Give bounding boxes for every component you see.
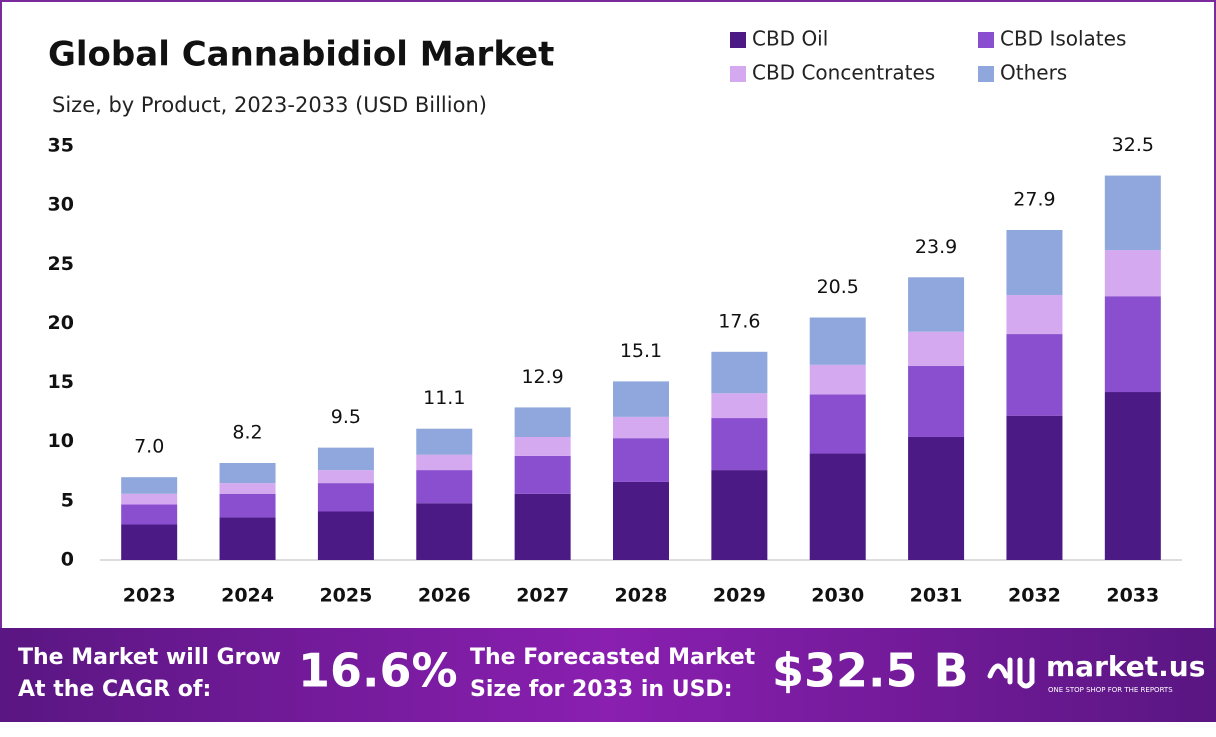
total-label: 32.5 (1112, 134, 1154, 156)
x-tick-label: 2023 (123, 585, 176, 607)
brand: market.us (1046, 650, 1205, 683)
y-tick-label: 10 (48, 430, 74, 452)
bar-segment (416, 428, 473, 455)
y-tick-label: 5 (61, 489, 74, 511)
legend-swatch (730, 66, 746, 82)
total-label: 8.2 (232, 422, 262, 444)
bar-segment (908, 277, 965, 332)
bar-segment (908, 331, 965, 367)
legend-swatch (978, 66, 994, 82)
brand-logo (987, 657, 1035, 689)
bar-segment (416, 470, 473, 504)
bar-segment (219, 493, 276, 518)
y-tick-label: 25 (48, 253, 74, 275)
total-label: 15.1 (620, 340, 662, 362)
bar-segment (1104, 296, 1161, 393)
y-tick-label: 0 (61, 549, 74, 571)
bar-segment (1006, 415, 1063, 560)
bar-segment (908, 366, 965, 437)
bar-segment (613, 438, 669, 482)
total-label: 11.1 (423, 387, 465, 409)
x-tick-label: 2025 (319, 585, 372, 607)
bar-segment (121, 504, 178, 525)
bar-segment (613, 481, 669, 560)
footer-band (0, 628, 1216, 722)
legend-label: Others (1000, 61, 1067, 85)
x-tick-label: 2031 (910, 585, 963, 607)
forecast-label: Size for 2033 in USD: (470, 677, 733, 702)
bar-segment (1006, 295, 1063, 335)
bar-segment (317, 511, 374, 560)
legend-label: CBD Oil (752, 27, 828, 51)
bar-segment (1104, 250, 1161, 297)
legend-swatch (730, 32, 746, 48)
bar-segment (1104, 392, 1161, 560)
bar-segment (317, 483, 374, 512)
legend-swatch (978, 32, 994, 48)
bar-segment (1006, 229, 1063, 296)
legend-label: CBD Concentrates (752, 61, 935, 85)
bar-segment (514, 493, 571, 560)
cagr-value: 16.6% (298, 644, 458, 698)
total-label: 17.6 (718, 310, 760, 332)
x-tick-label: 2026 (418, 585, 471, 607)
bar-segment (809, 453, 866, 560)
legend-label: CBD Isolates (1000, 27, 1126, 51)
tagline: ONE STOP SHOP FOR THE REPORTS (1048, 686, 1173, 694)
forecast-label: The Forecasted Market (470, 645, 756, 670)
bar-segment (514, 407, 571, 437)
x-tick-label: 2030 (811, 585, 864, 607)
bar-segment (1104, 175, 1161, 251)
cagr-label: The Market will Grow (18, 645, 281, 670)
bar-segment (416, 503, 473, 560)
total-label: 7.0 (134, 436, 164, 458)
forecast-value: $32.5 B (772, 644, 969, 698)
bar-segment (613, 416, 669, 439)
x-tick-label: 2028 (615, 585, 668, 607)
total-label: 12.9 (521, 366, 563, 388)
bar-segment (219, 483, 276, 494)
total-label: 23.9 (915, 236, 957, 258)
bar-segment (514, 455, 571, 494)
bar-segment (809, 364, 866, 395)
y-tick-label: 35 (48, 135, 74, 157)
bar-segment (514, 436, 571, 456)
chart-subtitle: Size, by Product, 2023-2033 (USD Billion… (52, 93, 487, 117)
x-tick-label: 2033 (1106, 585, 1159, 607)
y-tick-label: 15 (48, 371, 74, 393)
total-label: 27.9 (1013, 188, 1055, 210)
bar-segment (711, 418, 768, 471)
bar-segment (711, 470, 768, 560)
bar-segment (121, 477, 178, 494)
bar-segment (121, 524, 178, 560)
chart-title: Global Cannabidiol Market (48, 35, 554, 75)
total-label: 9.5 (331, 406, 361, 428)
bar-segment (711, 351, 768, 394)
bar-segment (219, 517, 276, 560)
bar-segment (613, 381, 669, 417)
x-tick-label: 2024 (221, 585, 274, 607)
bar-segment (809, 317, 866, 365)
y-tick-label: 30 (48, 194, 74, 216)
bar-segment (908, 436, 965, 560)
bar-segment (121, 493, 178, 505)
bar-segment (317, 447, 374, 471)
x-tick-label: 2027 (516, 585, 569, 607)
total-label: 20.5 (817, 276, 859, 298)
bar-segment (711, 393, 768, 419)
bar-segment (809, 394, 866, 454)
cagr-label: At the CAGR of: (18, 677, 211, 702)
bar-segment (1006, 334, 1063, 416)
x-tick-label: 2032 (1008, 585, 1061, 607)
bar-segment (317, 470, 374, 484)
bar-segment (416, 454, 473, 471)
y-tick-label: 20 (48, 312, 74, 334)
bar-segment (219, 463, 276, 484)
x-tick-label: 2029 (713, 585, 766, 607)
